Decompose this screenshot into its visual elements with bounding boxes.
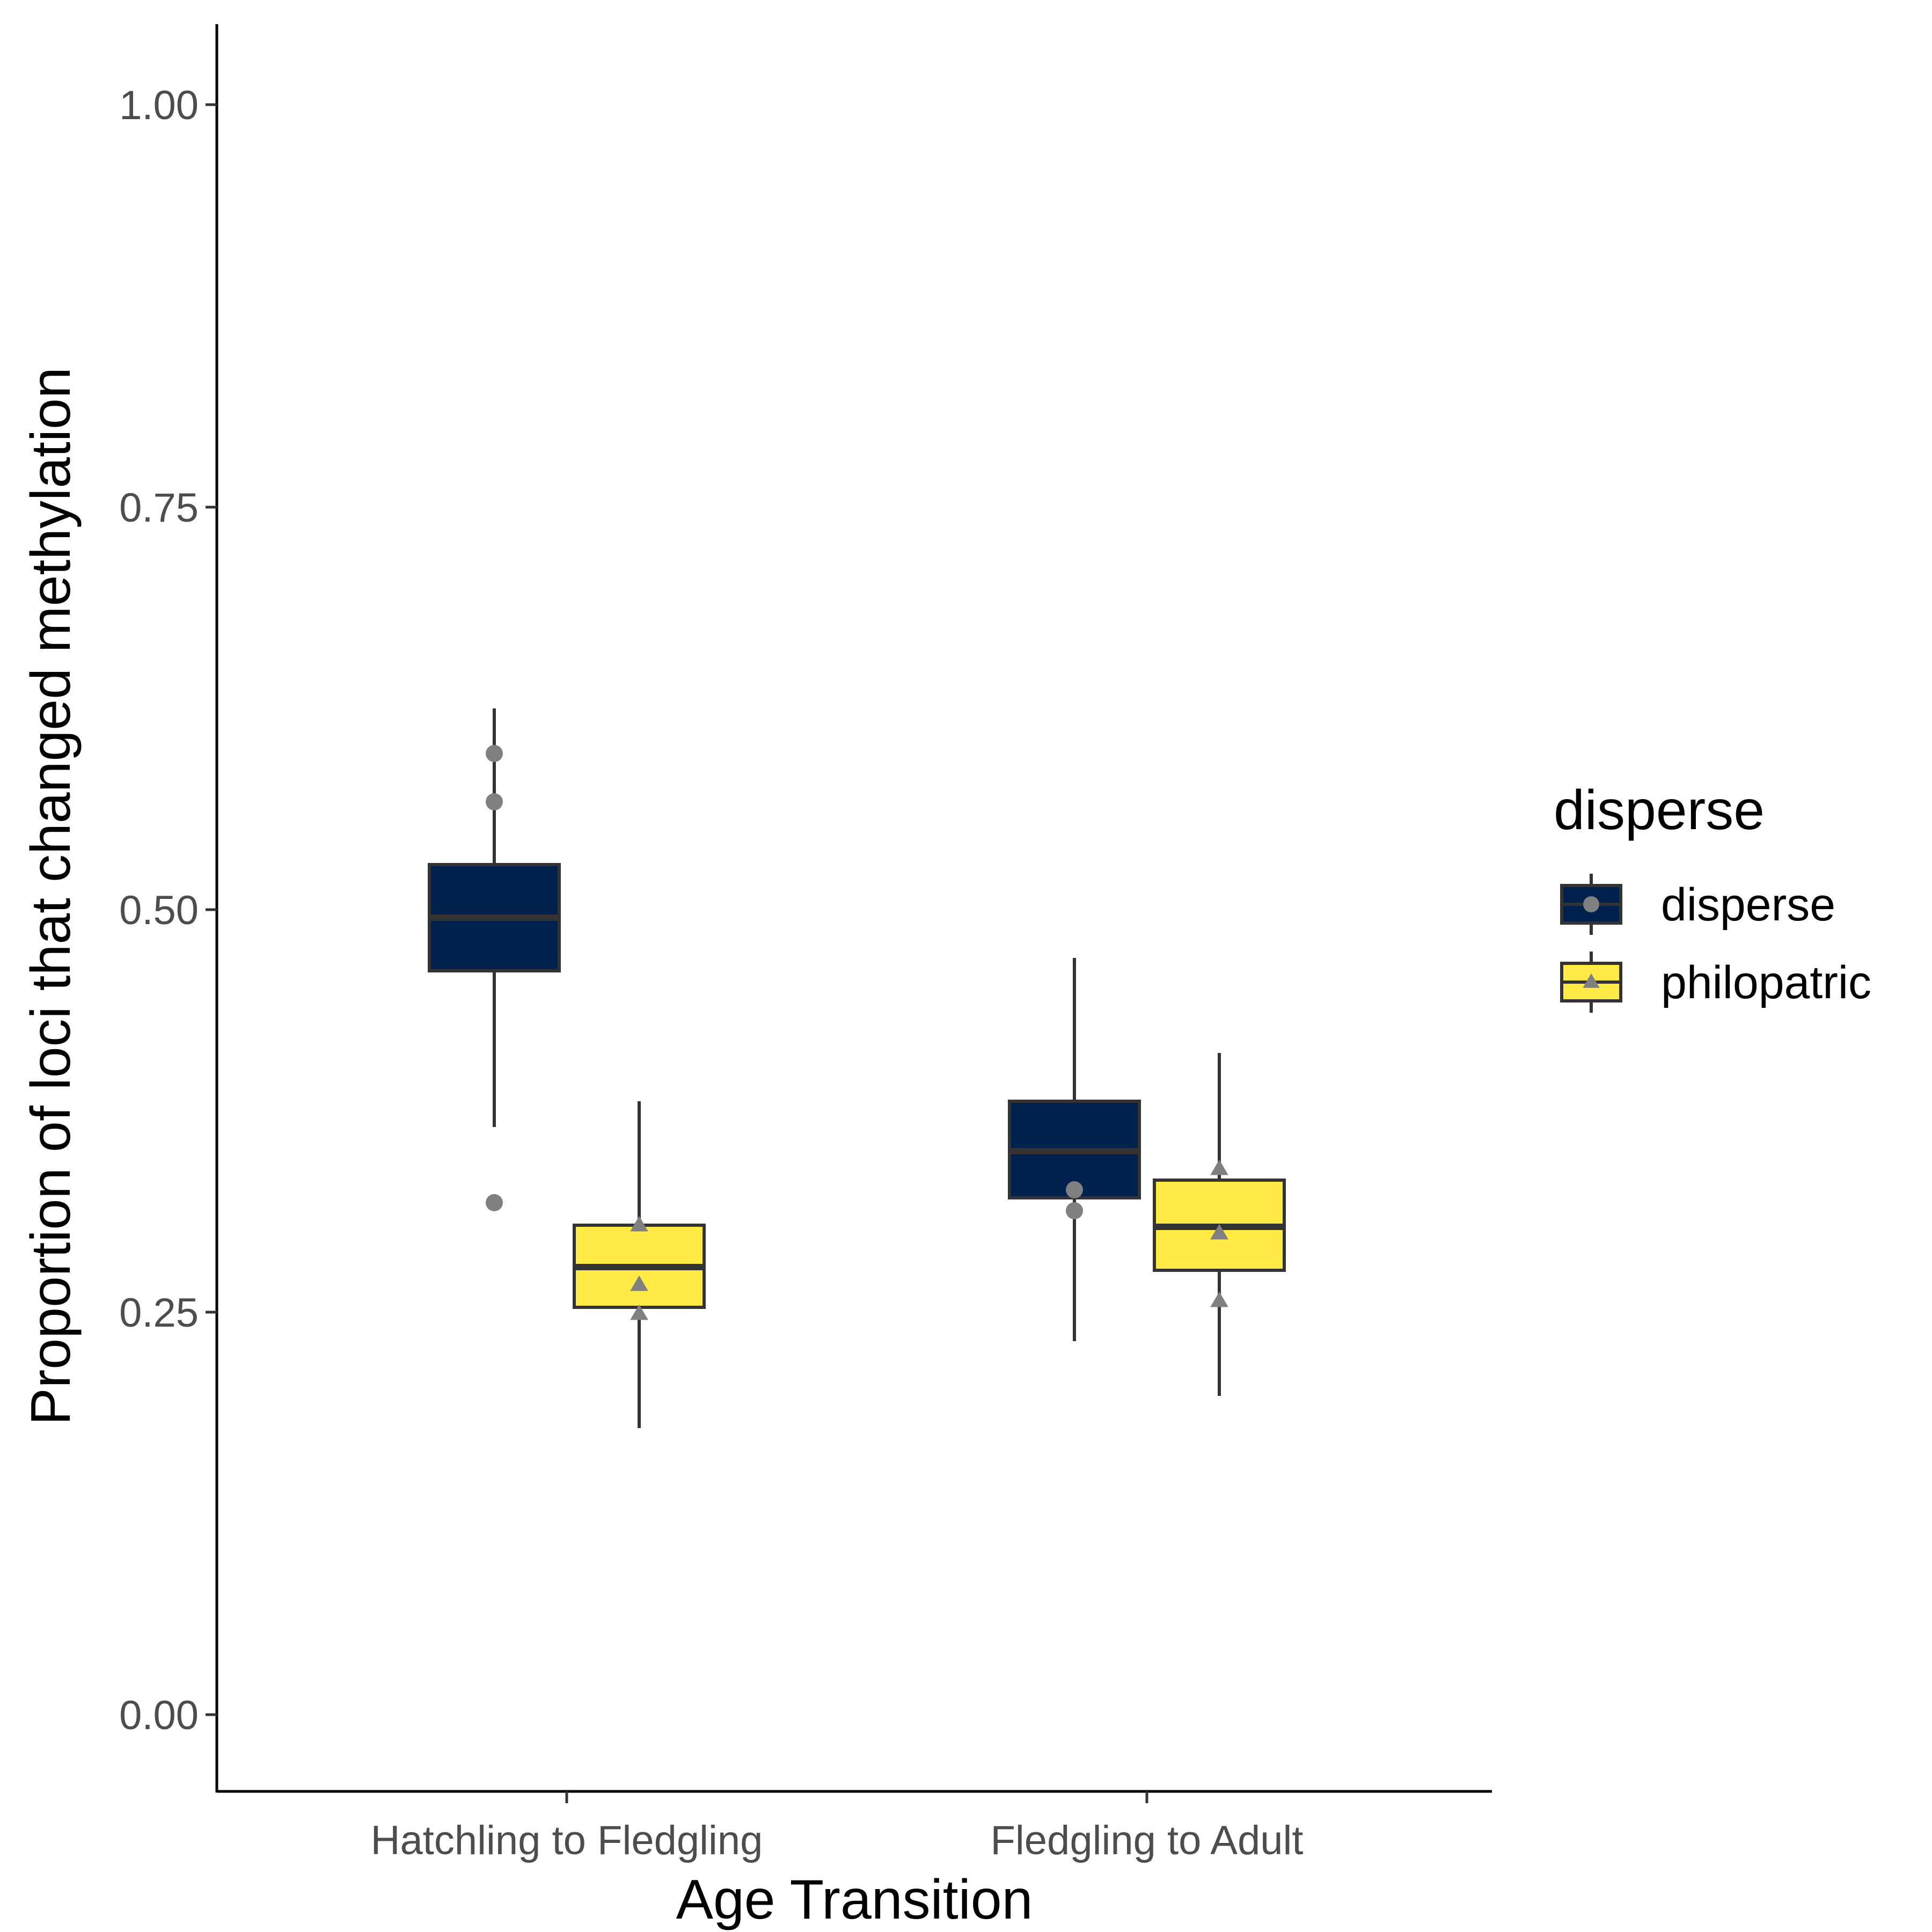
data-point xyxy=(630,1304,648,1320)
y-tick-label: 0.50 xyxy=(119,888,199,933)
x-tick-label: Hatchling to Fledgling xyxy=(371,1818,763,1863)
box-philopatric-0 xyxy=(573,1101,706,1428)
x-ticks: Hatchling to Fledgling Fledgling to Adult xyxy=(371,1791,1304,1863)
data-point xyxy=(1066,1181,1083,1198)
y-tick-label: 0.00 xyxy=(119,1693,199,1738)
plot-area xyxy=(428,708,1286,1428)
y-tick-label: 0.75 xyxy=(119,485,199,531)
box-disperse-1 xyxy=(1008,958,1141,1341)
legend-key-disperse xyxy=(1560,874,1622,935)
data-point xyxy=(486,745,503,762)
legend-title: disperse xyxy=(1554,779,1765,841)
legend-key-marker xyxy=(1583,973,1600,988)
legend-key-marker xyxy=(1583,896,1599,912)
data-point xyxy=(630,1275,648,1291)
x-tick-label: Fledgling to Adult xyxy=(990,1818,1303,1863)
data-point xyxy=(1210,1224,1228,1240)
data-point xyxy=(630,1216,648,1232)
data-point xyxy=(486,1194,503,1211)
y-axis-title: Proportion of loci that changed methylat… xyxy=(20,367,82,1425)
legend: disperse disperse philopatric xyxy=(1554,779,1871,1013)
axes xyxy=(215,24,1492,1793)
legend-label: disperse xyxy=(1661,879,1835,931)
legend-label: philopatric xyxy=(1661,957,1871,1008)
y-tick-label: 0.25 xyxy=(119,1290,199,1336)
data-point xyxy=(1210,1159,1228,1175)
data-point xyxy=(486,793,503,810)
data-point xyxy=(1066,1202,1083,1219)
box-disperse-0 xyxy=(428,708,561,1211)
y-tick-label: 1.00 xyxy=(119,83,199,128)
box-philopatric-1 xyxy=(1153,1053,1286,1396)
data-point xyxy=(1210,1291,1228,1307)
x-axis-title: Age Transition xyxy=(676,1869,1033,1931)
y-ticks: 0.00 0.25 0.50 0.75 1.00 xyxy=(119,83,217,1738)
legend-key-philopatric xyxy=(1560,952,1622,1013)
